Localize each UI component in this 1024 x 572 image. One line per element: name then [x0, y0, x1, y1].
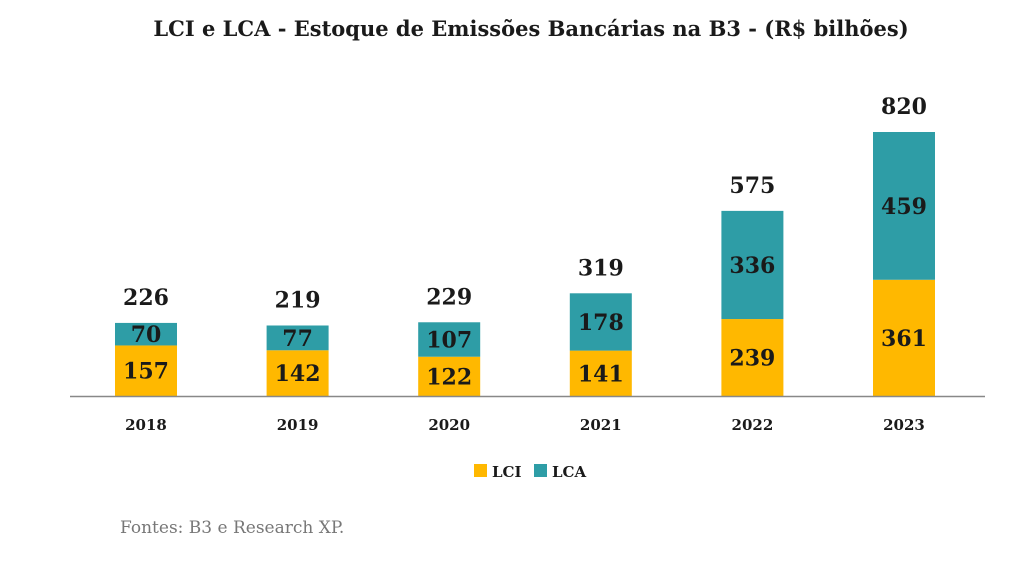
legend-swatch-lca [534, 464, 547, 477]
bars-group: 157 70 226 142 77 219 122 107 229 141 178 319 239 336… [115, 94, 935, 396]
data-label-lci-2021: 141 [578, 361, 624, 387]
data-label-lca-2018: 70 [131, 322, 162, 348]
x-tick-2022: 2022 [732, 416, 774, 434]
total-label-2018: 226 [123, 285, 169, 311]
bar-lca-2021 [569, 293, 632, 351]
bar-lci-2019 [266, 350, 329, 396]
legend-label-lci: LCI [492, 463, 522, 481]
bar-lci-2020 [418, 356, 481, 396]
total-label-2021: 319 [578, 255, 624, 281]
total-label-2020: 229 [426, 284, 472, 310]
data-label-lci-2020: 122 [426, 364, 472, 390]
data-label-lci-2018: 157 [123, 359, 169, 385]
legend-swatch-lci [474, 464, 487, 477]
x-tick-2020: 2020 [428, 416, 470, 434]
legend-label-lca: LCA [552, 463, 586, 481]
bar-lca-2019 [266, 325, 329, 351]
bar-lca-2022 [721, 210, 784, 320]
data-label-lca-2020: 107 [426, 327, 472, 353]
data-label-lca-2023: 459 [881, 194, 927, 220]
total-label-2019: 219 [275, 287, 321, 313]
data-label-lca-2022: 336 [729, 253, 775, 279]
x-tick-2019: 2019 [277, 416, 319, 434]
x-tick-2023: 2023 [883, 416, 925, 434]
data-label-lca-2019: 77 [282, 326, 313, 352]
data-label-lci-2022: 239 [729, 346, 775, 372]
data-label-lca-2021: 178 [578, 310, 624, 336]
bar-lca-2020 [418, 322, 481, 357]
legend: LCI LCA [474, 463, 586, 481]
bar-lca-2018 [115, 322, 177, 346]
total-label-2022: 575 [729, 173, 775, 199]
bar-lci-2023 [873, 279, 935, 396]
source-note: Fontes: B3 e Research XP. [120, 518, 344, 538]
bar-lci-2018 [115, 345, 177, 396]
bar-lci-2022 [721, 319, 784, 396]
data-label-lci-2019: 142 [275, 361, 321, 387]
x-tick-labels: 2018 2019 2020 2021 2022 2023 [125, 416, 925, 434]
x-tick-2018: 2018 [125, 416, 167, 434]
chart-title: LCI e LCA - Estoque de Emissões Bancária… [153, 16, 908, 41]
data-label-lci-2023: 361 [881, 326, 927, 352]
bar-lca-2023 [873, 132, 935, 280]
bar-lci-2021 [569, 350, 632, 396]
x-tick-2021: 2021 [580, 416, 622, 434]
total-label-2023: 820 [881, 94, 927, 120]
